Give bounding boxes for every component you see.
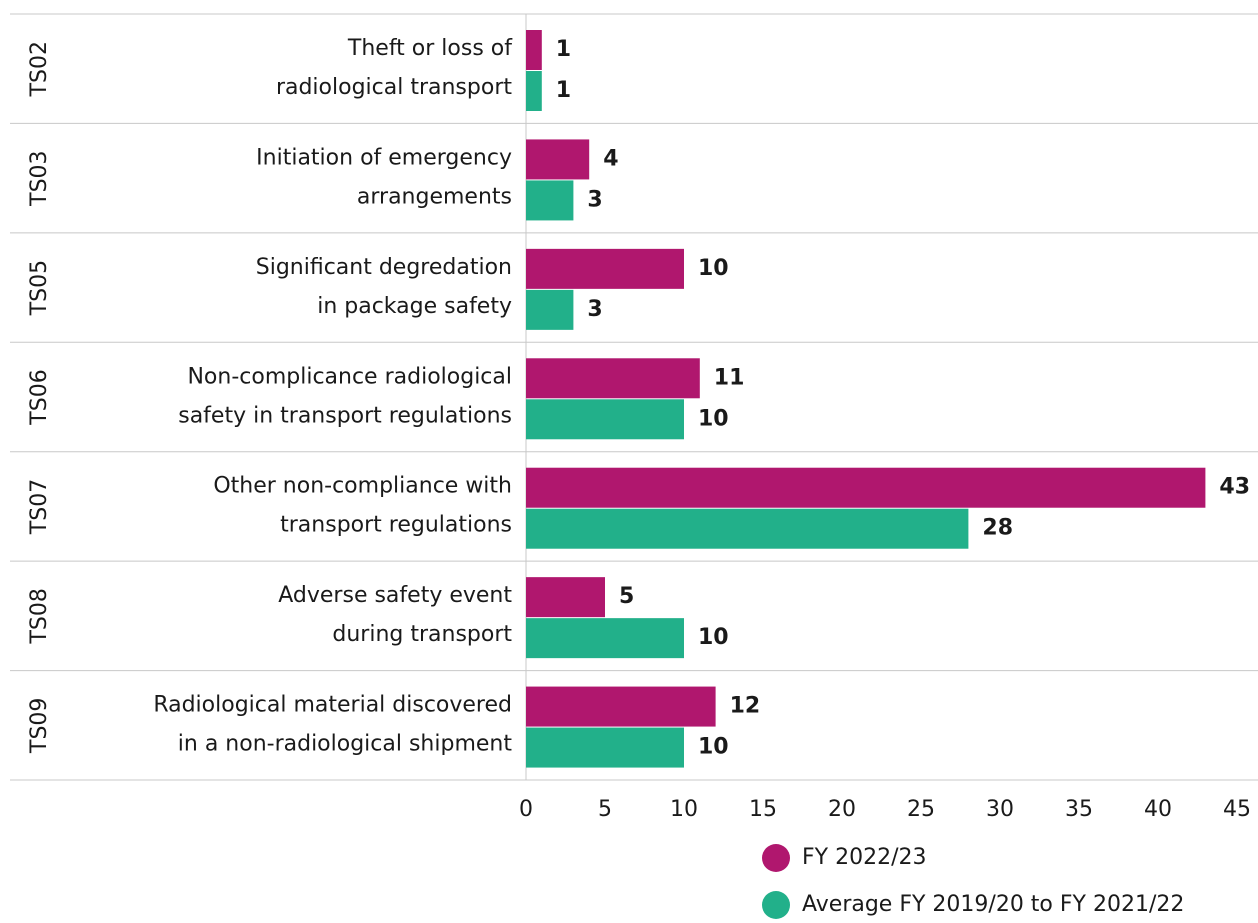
group-code: TS03 [27,150,52,206]
group-code: TS05 [27,260,52,316]
value-label: 4 [603,146,618,171]
legend-label: Average FY 2019/20 to FY 2021/22 [802,892,1184,917]
category-label: radiological transport [276,75,512,100]
category-label: Non-complicance radiological [187,364,512,389]
x-tick-label: 20 [828,797,856,822]
bar [526,289,574,330]
x-tick-label: 15 [749,797,777,822]
x-tick-label: 0 [519,797,533,822]
category-label: Significant degredation [256,255,512,280]
value-label: 1 [556,78,571,103]
bar [526,30,542,70]
value-label: 10 [698,406,729,431]
category-label: transport regulations [280,513,512,538]
bar [526,577,605,618]
group-code: TS02 [27,41,52,97]
bar [526,508,969,549]
category-label: during transport [332,622,512,647]
bar [526,71,542,111]
group-code: TS08 [27,588,52,644]
category-label: in package safety [317,294,512,319]
value-label: 10 [698,735,729,760]
bar [526,618,684,659]
group-code: TS07 [27,479,52,535]
value-label: 10 [698,625,729,650]
bar [526,686,716,727]
group-code: TS09 [27,698,52,754]
category-label: Adverse safety event [278,583,512,608]
category-label: safety in transport regulations [178,403,512,428]
x-tick-label: 45 [1223,797,1251,822]
legend-marker [762,891,790,919]
x-tick-label: 35 [1065,797,1093,822]
category-label: Other non-compliance with [213,474,512,499]
category-label: arrangements [357,184,512,209]
bar [526,248,684,289]
category-label: Initiation of emergency [256,145,512,170]
value-label: 1 [556,37,571,62]
value-label: 5 [619,584,634,609]
category-label: Radiological material discovered [153,693,512,718]
bar [526,139,590,180]
bar [526,180,574,221]
group-code: TS06 [27,369,52,425]
value-label: 3 [587,297,602,322]
legend-label: FY 2022/23 [802,845,926,870]
bar [526,727,684,768]
bar [526,358,700,399]
value-label: 10 [698,256,729,281]
value-label: 12 [730,694,761,719]
x-tick-label: 25 [907,797,935,822]
value-label: 28 [982,516,1013,541]
value-label: 11 [714,365,745,390]
legend-marker [762,844,790,872]
x-tick-label: 10 [670,797,698,822]
x-tick-label: 30 [986,797,1014,822]
value-label: 43 [1219,475,1250,500]
x-tick-label: 40 [1144,797,1172,822]
bar [526,467,1206,508]
category-label: Theft or loss of [347,36,513,61]
category-label: in a non-radiological shipment [178,732,513,757]
bar [526,399,684,440]
x-tick-label: 5 [598,797,612,822]
value-label: 3 [587,187,602,212]
